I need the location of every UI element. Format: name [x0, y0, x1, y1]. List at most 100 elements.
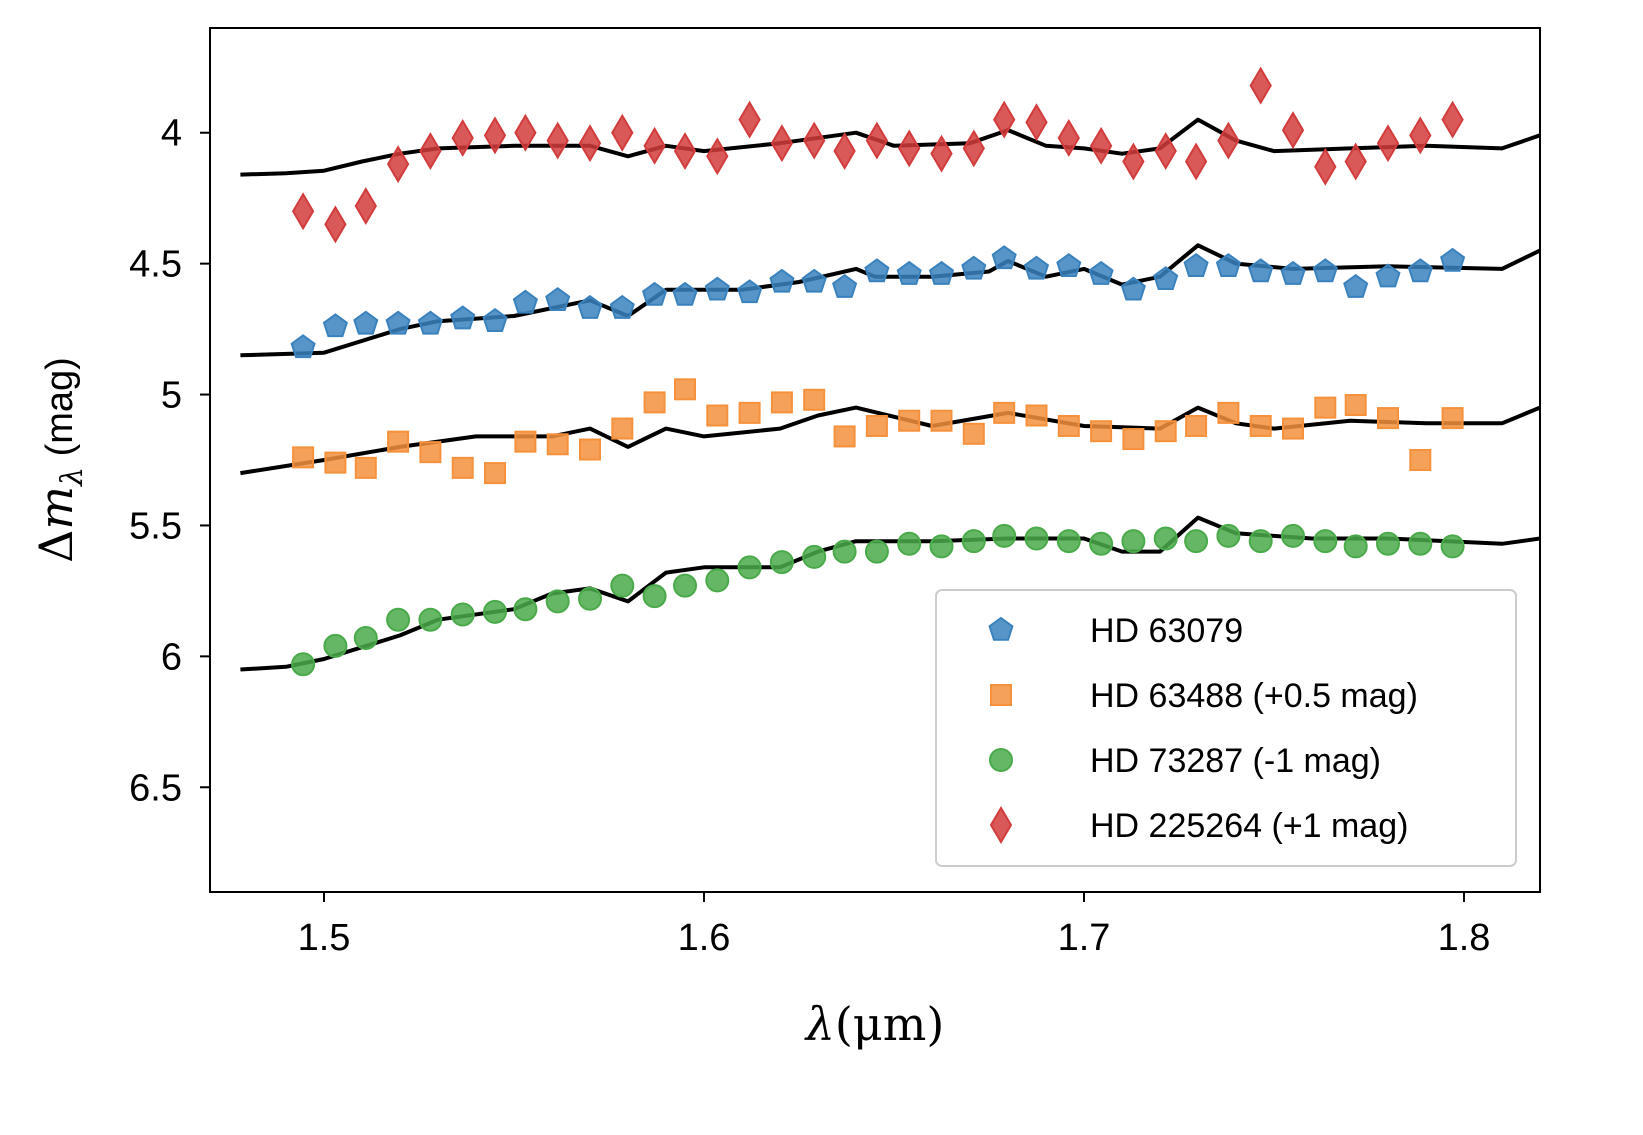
data-point-hd73287: [897, 531, 922, 556]
y-axis-label-sub: λ: [55, 467, 90, 487]
data-point-hd63488: [387, 430, 410, 453]
y-axis-label-delta: Δ: [29, 530, 83, 563]
data-point-hd225264: [386, 145, 410, 184]
y-axis-label-group: Δmλ (mag): [29, 357, 90, 563]
data-point-hd63079: [577, 294, 603, 319]
y-tick-label: 5.5: [129, 505, 182, 547]
data-point-hd63488: [833, 425, 856, 448]
data-point-hd63488: [579, 438, 601, 461]
data-point-hd63488: [419, 441, 442, 464]
data-point-hd225264: [1122, 142, 1145, 181]
data-point-hd225264: [1025, 103, 1048, 142]
x-tick-label: 1.7: [1058, 917, 1111, 959]
data-point-hd63079: [1312, 258, 1338, 283]
legend-label-hd73287: HD 73287 (-1 mag): [1090, 742, 1381, 780]
data-point-hd73287: [1281, 523, 1305, 548]
data-point-hd73287: [769, 550, 794, 575]
data-point-hd73287: [992, 523, 1017, 548]
data-point-hd225264: [514, 113, 537, 152]
data-point-hd73287: [1248, 529, 1273, 554]
data-point-hd63079: [353, 310, 379, 335]
data-point-hd63488: [865, 414, 888, 437]
data-point-hd73287: [705, 568, 730, 593]
x-axis-label-lambda: λ: [804, 997, 835, 1051]
data-point-hd225264: [291, 192, 315, 231]
data-point-hd73287: [864, 539, 889, 564]
data-point-hd225264: [865, 121, 889, 160]
data-point-hd63488: [292, 446, 315, 469]
data-point-hd73287: [578, 586, 602, 611]
data-point-hd63079: [896, 260, 922, 285]
data-point-hd225264: [1089, 126, 1113, 165]
data-point-hd73287: [737, 555, 762, 580]
data-point-hd73287: [929, 534, 954, 559]
data-point-hd73287: [450, 602, 475, 627]
data-point-hd63079: [1407, 258, 1433, 283]
y-tick-label: 5: [161, 375, 182, 417]
data-point-hd63079: [545, 287, 571, 311]
data-point-hd73287: [1121, 529, 1146, 554]
data-point-hd63079: [801, 268, 827, 293]
data-point-hd63079: [1375, 263, 1401, 288]
y-tick-label: 6.5: [129, 767, 182, 809]
data-point-hd63488: [1409, 449, 1432, 471]
data-point-hd63079: [1248, 258, 1274, 283]
legend-marker-hd73287: [989, 748, 1013, 772]
data-point-hd225264: [578, 124, 602, 163]
data-point-hd225264: [1314, 147, 1337, 186]
data-point-hd73287: [1408, 531, 1433, 556]
data-point-hd73287: [418, 607, 443, 632]
data-point-hd63488: [1185, 414, 1208, 437]
data-point-hd63079: [1023, 255, 1050, 280]
data-point-hd225264: [1184, 142, 1208, 181]
x-axis-label-unit: (μm): [835, 997, 944, 1051]
data-point-hd225264: [1441, 100, 1464, 139]
data-point-hd63488: [1377, 407, 1399, 430]
data-point-hd63488: [1057, 414, 1080, 437]
data-point-hd63488: [1217, 401, 1240, 424]
data-point-hd225264: [803, 121, 826, 160]
data-point-hd63079: [290, 334, 316, 359]
data-point-hd63079: [737, 279, 763, 304]
data-point-hd225264: [451, 118, 474, 157]
data-point-hd63488: [1249, 414, 1272, 437]
data-point-hd63488: [706, 404, 729, 427]
legend-label-hd63079: HD 63079: [1090, 612, 1243, 650]
data-point-hd73287: [291, 652, 316, 677]
data-point-hd225264: [833, 132, 856, 171]
data-point-hd63488: [1344, 394, 1367, 417]
data-point-hd63488: [738, 401, 761, 424]
data-point-hd63488: [1122, 428, 1145, 451]
data-point-hd63488: [898, 409, 921, 432]
x-axis: 1.5 1.6 1.7 1.8: [298, 892, 1490, 959]
data-points: [290, 66, 1466, 677]
legend-marker-hd63079: [988, 616, 1014, 641]
x-tick-label: 1.5: [298, 917, 351, 959]
legend-box: [935, 589, 1517, 867]
legend: HD 63079 HD 63488 (+0.5 mag) HD 73287 (-1 …: [935, 589, 1517, 867]
data-point-hd225264: [1154, 132, 1177, 171]
data-point-hd225264: [354, 187, 377, 226]
data-point-hd63079: [450, 305, 476, 330]
data-point-hd73287: [1056, 529, 1081, 554]
data-point-hd63079: [672, 281, 698, 306]
y-tick-label: 4.5: [129, 244, 182, 286]
data-point-hd73287: [1153, 526, 1178, 551]
data-point-hd225264: [1281, 111, 1305, 150]
plot-frame: [209, 27, 1541, 893]
data-point-hd73287: [1376, 531, 1400, 556]
data-point-hd63488: [993, 401, 1016, 424]
data-point-hd63488: [546, 433, 569, 456]
y-axis-label-m: m: [29, 486, 83, 530]
data-point-hd225264: [1057, 118, 1080, 157]
legend-label-hd225264: HD 225264 (+1 mag): [1090, 807, 1408, 845]
data-point-hd63079: [928, 260, 955, 285]
data-point-hd73287: [673, 573, 697, 598]
data-point-hd63079: [1343, 273, 1369, 298]
data-point-hd73287: [1313, 529, 1338, 554]
data-point-hd63488: [611, 417, 634, 440]
data-point-hd73287: [513, 597, 538, 622]
data-point-hd225264: [898, 129, 921, 168]
